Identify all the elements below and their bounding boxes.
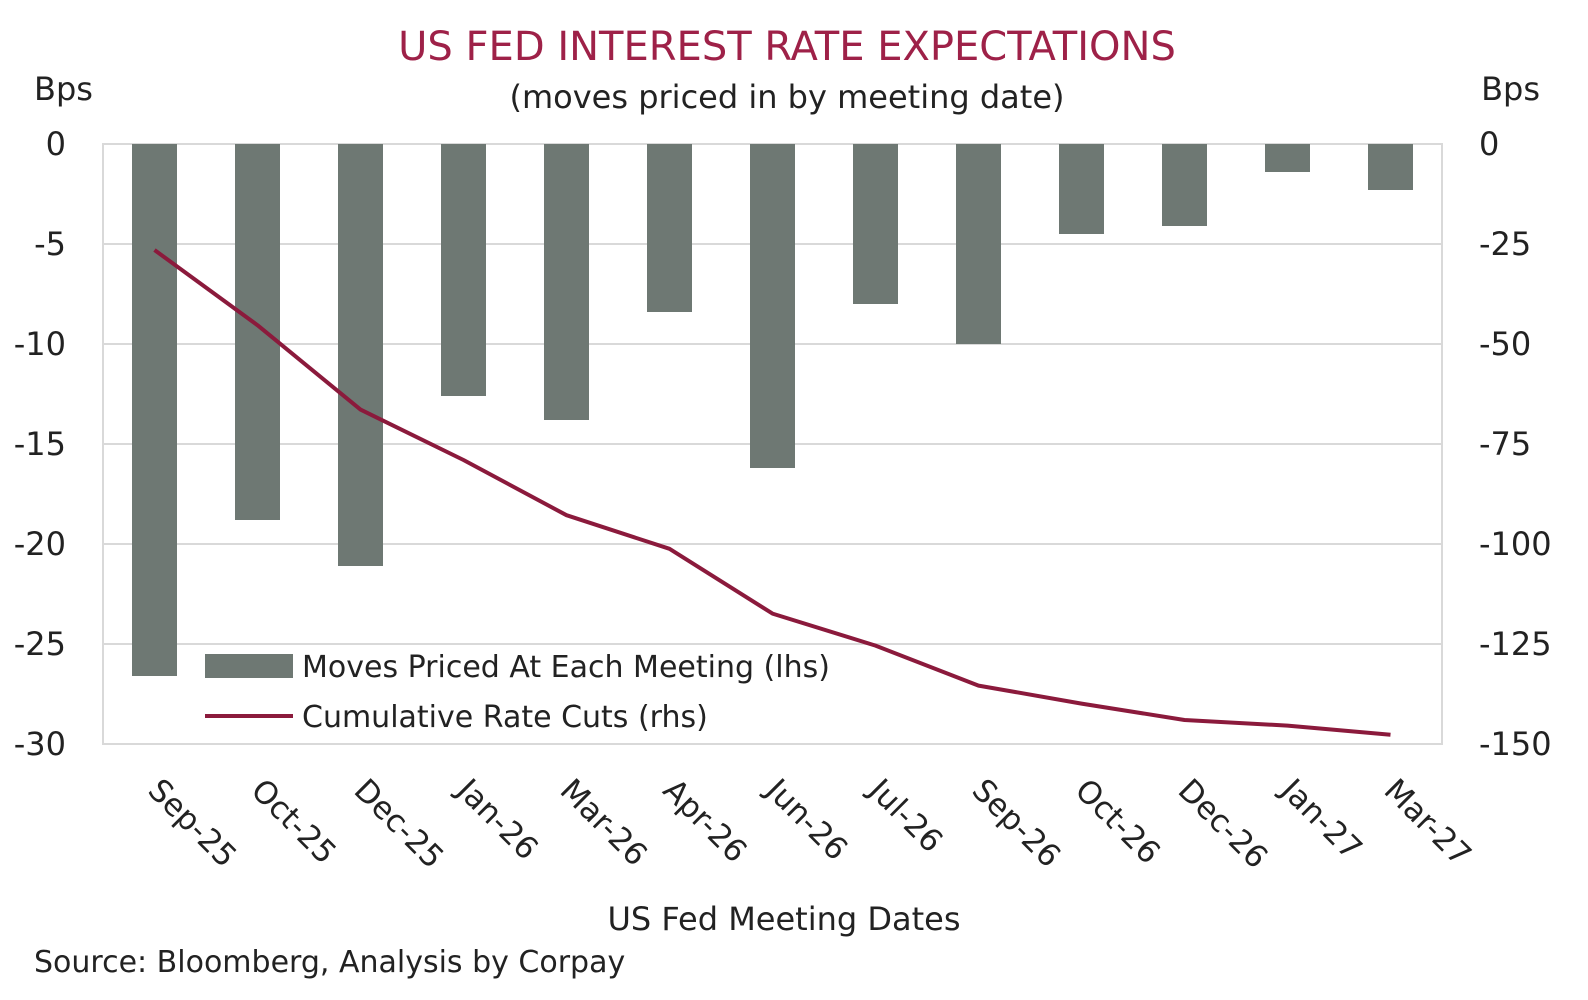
left-axis: 0 -5 -10 -15 -20 -25 -30 bbox=[14, 125, 66, 763]
x-axis: Sep-25 Oct-25 Dec-25 Jan-26 Mar-26 Apr-26 Jun-… bbox=[141, 771, 1478, 876]
source-note: Source: Bloomberg, Analysis by Corpay bbox=[34, 945, 625, 980]
bar bbox=[750, 144, 795, 468]
right-tick-label: -50 bbox=[1479, 325, 1531, 363]
right-tick-label: -25 bbox=[1479, 225, 1531, 263]
right-tick-label: -75 bbox=[1479, 425, 1531, 463]
x-tick-label: Mar-26 bbox=[553, 772, 654, 873]
left-tick-label: 0 bbox=[46, 125, 66, 163]
x-tick-label: Jul-26 bbox=[860, 771, 949, 860]
chart-subtitle: (moves priced in by meeting date) bbox=[510, 78, 1065, 116]
right-tick-label: 0 bbox=[1479, 125, 1499, 163]
chart-title: US FED INTEREST RATE EXPECTATIONS bbox=[398, 24, 1176, 70]
line-series bbox=[153, 248, 1391, 737]
right-axis-unit: Bps bbox=[1481, 70, 1540, 108]
left-tick-label: -30 bbox=[14, 725, 66, 763]
bar bbox=[956, 144, 1001, 344]
bar-series bbox=[132, 144, 1413, 676]
x-tick-label: Dec-25 bbox=[347, 772, 451, 876]
x-tick-label: Apr-26 bbox=[656, 772, 754, 870]
x-tick-label: Jun-26 bbox=[757, 771, 854, 868]
bar bbox=[338, 144, 383, 566]
x-tick-label: Oct-26 bbox=[1068, 772, 1167, 871]
left-tick-label: -5 bbox=[34, 225, 66, 263]
x-tick-label: Jan-27 bbox=[1272, 771, 1368, 867]
legend-line-label: Cumulative Rate Cuts (rhs) bbox=[302, 700, 708, 735]
cumulative-line bbox=[153, 248, 1391, 737]
bar bbox=[1059, 144, 1104, 234]
legend-bar-swatch bbox=[205, 654, 293, 678]
left-tick-label: -25 bbox=[14, 625, 66, 663]
legend: Moves Priced At Each Meeting (lhs) Cumul… bbox=[205, 650, 830, 735]
left-tick-label: -15 bbox=[14, 425, 66, 463]
bar bbox=[1162, 144, 1207, 226]
right-tick-label: -150 bbox=[1479, 725, 1552, 763]
left-axis-unit: Bps bbox=[34, 70, 93, 108]
x-tick-label: Dec-26 bbox=[1171, 772, 1275, 876]
bar bbox=[441, 144, 486, 396]
bar bbox=[544, 144, 589, 420]
bar bbox=[853, 144, 898, 304]
bar bbox=[647, 144, 692, 312]
x-tick-label: Oct-25 bbox=[244, 772, 343, 871]
legend-bar-label: Moves Priced At Each Meeting (lhs) bbox=[302, 650, 830, 685]
right-axis: 0 -25 -50 -75 -100 -125 -150 bbox=[1479, 125, 1552, 763]
x-tick-label: Sep-25 bbox=[141, 772, 244, 875]
x-axis-label: US Fed Meeting Dates bbox=[607, 900, 960, 938]
bar bbox=[132, 144, 177, 676]
x-tick-label: Mar-27 bbox=[1377, 772, 1478, 873]
x-tick-label: Sep-26 bbox=[965, 772, 1068, 875]
right-tick-label: -125 bbox=[1479, 625, 1552, 663]
left-tick-label: -20 bbox=[14, 525, 66, 563]
bar bbox=[1368, 144, 1413, 190]
bar bbox=[235, 144, 280, 520]
x-tick-label: Jan-26 bbox=[448, 771, 544, 867]
bar bbox=[1265, 144, 1310, 172]
right-tick-label: -100 bbox=[1479, 525, 1552, 563]
left-tick-label: -10 bbox=[14, 325, 66, 363]
